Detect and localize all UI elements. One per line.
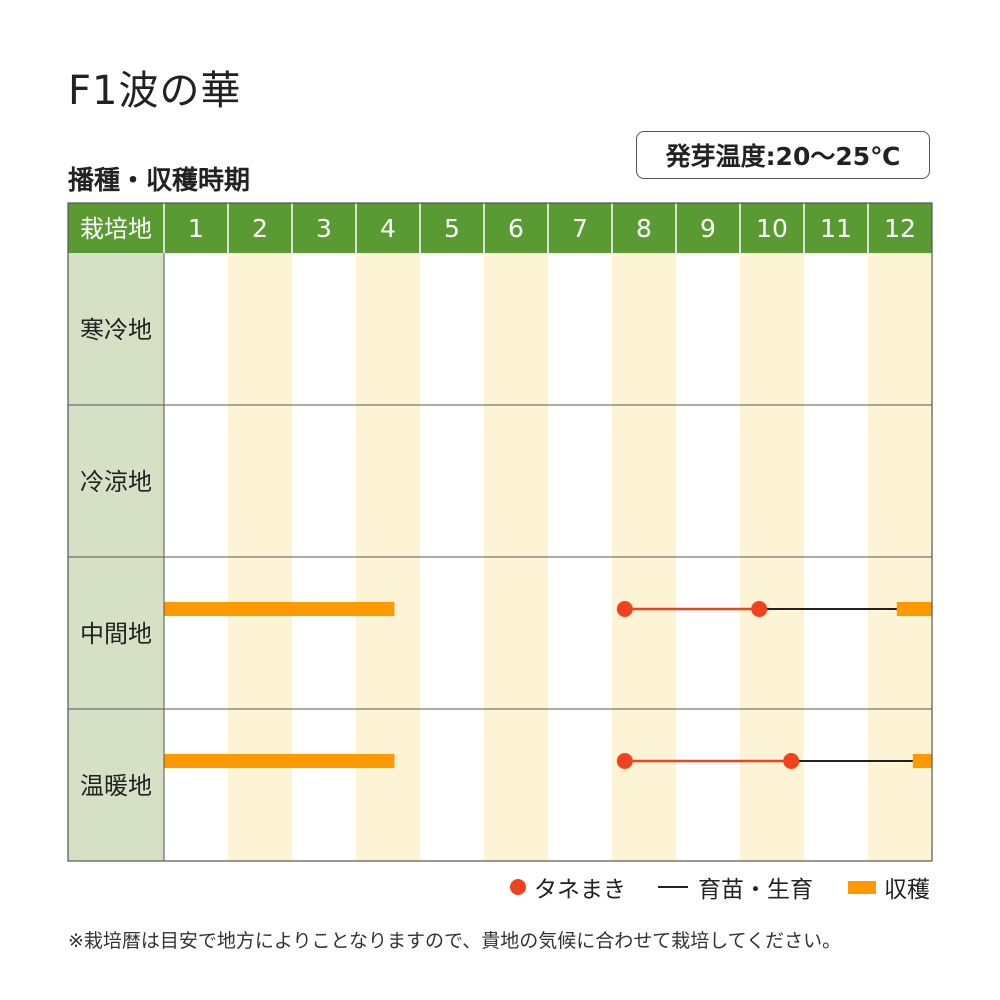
month-label-4: 4: [380, 214, 396, 243]
harvest-bar: [896, 602, 932, 616]
legend-sowing: タネまき: [510, 870, 626, 904]
sowing-start-dot: [616, 753, 633, 769]
region-label: 中間地: [80, 620, 152, 648]
section-subtitle: 播種・収穫時期: [68, 166, 251, 196]
calendar-marks: [164, 601, 932, 769]
footnote: ※栽培暦は目安で地方によりことなりますので、貴地の気候に合わせて栽培してください…: [68, 930, 842, 952]
germination-temperature-label: 発芽温度:20〜25℃: [665, 142, 901, 171]
calendar-header: 栽培地 1 2 3 4 5 6 7 8 9 10 11 12: [68, 203, 932, 253]
sowing-dot-icon: [510, 879, 526, 895]
region-cell: [68, 405, 164, 557]
region-label: 温暖地: [80, 772, 152, 800]
harvest-bar: [164, 754, 395, 768]
month-label-7: 7: [572, 214, 588, 243]
legend: タネまき 育苗・生育 収穫: [0, 870, 932, 904]
harvest-bar: [912, 754, 932, 768]
month-label-2: 2: [252, 214, 268, 243]
region-label: 寒冷地: [80, 316, 152, 344]
growing-line-icon: [658, 886, 688, 888]
month-label-8: 8: [636, 214, 652, 243]
month-label-10: 10: [756, 214, 788, 243]
header-bar: [68, 203, 932, 253]
sowing-start-dot: [616, 601, 633, 617]
region-label: 冷涼地: [80, 468, 152, 496]
calendar-border: [67, 202, 933, 862]
legend-harvest: 収穫: [848, 870, 930, 904]
region-cell: [68, 253, 164, 405]
month-label-11: 11: [820, 214, 852, 243]
legend-growing-label: 育苗・生育: [698, 877, 813, 903]
month-label-12: 12: [884, 214, 916, 243]
month-label-5: 5: [444, 214, 460, 243]
header-region-label: 栽培地: [80, 215, 152, 243]
month-label-3: 3: [316, 214, 332, 243]
month-label-1: 1: [188, 214, 204, 243]
sowing-end-dot: [783, 753, 800, 769]
legend-growing: 育苗・生育: [658, 870, 813, 904]
harvest-bar: [164, 602, 395, 616]
sowing-end-dot: [751, 601, 768, 617]
region-cell: [68, 557, 164, 709]
page-title: F1波の華: [68, 68, 242, 114]
region-cell: [68, 709, 164, 861]
calendar-grid: [67, 202, 933, 862]
month-label-9: 9: [700, 214, 716, 243]
month-label-6: 6: [508, 214, 524, 243]
harvest-bar-icon: [848, 880, 876, 894]
legend-sowing-label: タネまき: [534, 877, 626, 903]
legend-harvest-label: 収穫: [884, 877, 930, 903]
germination-temperature-badge: 発芽温度:20〜25℃: [636, 131, 930, 179]
